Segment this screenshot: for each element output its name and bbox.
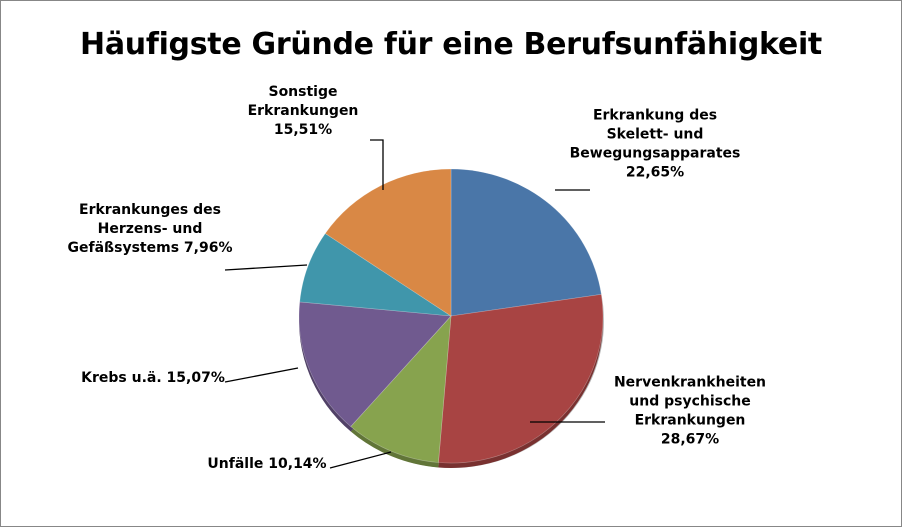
pie-slice-label: Erkrankunges des Herzens- und Gefäßsystems… (68, 202, 233, 256)
pie-slice-label-line: Erkrankung des (593, 108, 717, 124)
pie-slice-label-line: Herzens- und (98, 221, 203, 237)
pie-slice-label-line: Gefäßsystems 7,96% (68, 240, 233, 256)
pie-slice-label-line: und psychische (629, 394, 750, 410)
pie-slice-label-line: Unfälle 10,14% (207, 456, 326, 472)
pie-slice-label: Unfälle 10,14% (207, 456, 326, 472)
pie-slice (298, 301, 452, 427)
pie-slice-label: Sonstige Erkrankungen 15,51% (248, 84, 359, 138)
chart-title: Häufigste Gründe für eine Berufsunfähigk… (80, 27, 822, 62)
pie-slice-label-line: Bewegungsapparates (570, 146, 741, 162)
pie-slice-label-line: 15,51% (274, 122, 332, 138)
pie-slice-label-line: Skelett- und (607, 127, 704, 143)
pie-slice-label: Nervenkrankheiten und psychische Erkrankun… (614, 375, 766, 448)
pie-leader-line (370, 139, 384, 190)
pie-leader-line (224, 367, 299, 383)
pie-slice-label: Krebs u.ä. 15,07% (81, 370, 225, 386)
pie-slice (299, 233, 452, 317)
pie-slice-label-line: Erkrankunges des (79, 202, 221, 218)
pie-leader-line (224, 264, 308, 271)
pie-slice-label-line: Nervenkrankheiten (614, 375, 766, 391)
pie-slice-label-line: 22,65% (626, 165, 684, 181)
pie-leader-line (329, 451, 392, 469)
pie-slice (438, 294, 604, 464)
pie-slice-label-line: Erkrankungen (248, 103, 359, 119)
pie-slice-label-line: Krebs u.ä. 15,07% (81, 370, 225, 386)
pie-slice-label-line: Sonstige (268, 84, 337, 100)
pie-slice-label-line: 28,67% (661, 432, 719, 448)
pie-slice (450, 168, 602, 317)
pie-slice-label: Erkrankung des Skelett- und Bewegungsappar… (570, 108, 741, 181)
pie-slice-label-line: Erkrankungen (635, 413, 746, 429)
pie-slice (324, 168, 452, 317)
pie-slice (350, 315, 452, 463)
